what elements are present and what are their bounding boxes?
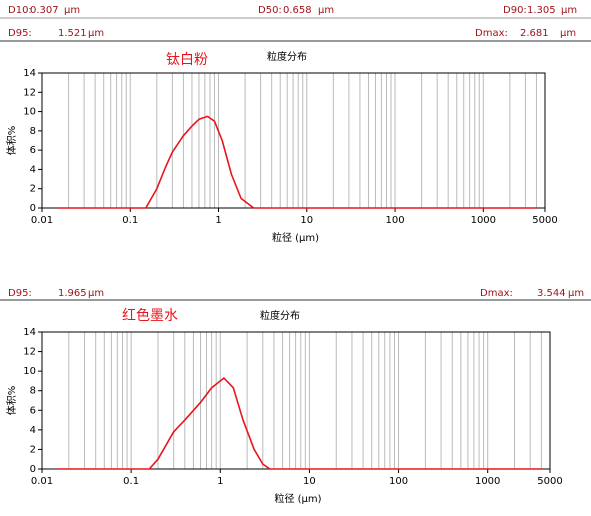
x-tick-label: 100 <box>385 215 404 226</box>
stat-value: 1.965 <box>58 288 87 299</box>
x-tick-label: 1000 <box>475 476 500 487</box>
series-line <box>57 377 542 470</box>
y-tick-label: 2 <box>30 444 36 455</box>
annotation: 钛白粉 <box>166 52 208 68</box>
chart-title: 粒度分布 <box>260 309 300 322</box>
x-tick-label: 1 <box>217 476 223 487</box>
y-axis-label: 体积% <box>6 126 18 156</box>
stat-value: 2.681 <box>520 28 549 39</box>
x-tick-label: 100 <box>389 476 408 487</box>
stat-unit: µm <box>88 28 104 39</box>
stat-value: 0.307 <box>30 5 59 16</box>
chart-title: 粒度分布 <box>267 50 307 63</box>
stat-value: 3.544 <box>537 288 566 299</box>
x-tick-label: 0.01 <box>31 215 53 226</box>
x-axis-label: 粒径 (µm) <box>274 492 321 505</box>
y-tick-label: 6 <box>30 145 36 156</box>
annotation: 红色墨水 <box>122 307 178 324</box>
stat-value: 0.658 <box>283 5 312 16</box>
stat-label: D95: <box>8 288 32 299</box>
y-tick-label: 4 <box>30 164 36 175</box>
y-tick-label: 14 <box>23 327 36 338</box>
series-line <box>57 115 537 209</box>
stat-label: D10: <box>8 5 32 16</box>
y-tick-label: 8 <box>30 386 36 397</box>
x-tick-label: 0.01 <box>31 476 53 487</box>
y-tick-label: 10 <box>23 107 36 118</box>
y-tick-label: 2 <box>30 184 36 195</box>
y-tick-label: 0 <box>30 464 36 475</box>
y-tick-label: 4 <box>30 425 36 436</box>
stat-unit: µm <box>318 5 334 16</box>
stat-value: 1.305 <box>527 5 556 16</box>
x-tick-label: 0.1 <box>123 476 139 487</box>
stat-label: Dmax: <box>475 28 508 39</box>
stat-unit: µm <box>560 28 576 39</box>
y-tick-label: 12 <box>23 347 36 358</box>
y-tick-label: 10 <box>23 366 36 377</box>
x-tick-label: 5000 <box>532 215 557 226</box>
x-tick-label: 5000 <box>537 476 562 487</box>
y-tick-label: 14 <box>23 68 36 79</box>
y-axis-label: 体积% <box>6 386 18 416</box>
stat-unit: µm <box>561 5 577 16</box>
x-tick-label: 1 <box>215 215 221 226</box>
y-tick-label: 12 <box>23 87 36 98</box>
y-tick-label: 8 <box>30 126 36 137</box>
stat-label: Dmax: <box>480 288 513 299</box>
y-tick-label: 0 <box>30 203 36 214</box>
stat-label: D95: <box>8 28 32 39</box>
stat-label: D90: <box>503 5 527 16</box>
x-tick-label: 10 <box>303 476 316 487</box>
stat-value: 1.521 <box>58 28 87 39</box>
y-tick-label: 6 <box>30 405 36 416</box>
x-axis-label: 粒径 (µm) <box>272 231 319 244</box>
stat-unit: µm <box>568 288 584 299</box>
x-tick-label: 10 <box>300 215 313 226</box>
x-tick-label: 1000 <box>471 215 496 226</box>
stat-label: D50: <box>258 5 282 16</box>
stat-unit: µm <box>64 5 80 16</box>
stat-unit: µm <box>88 288 104 299</box>
x-tick-label: 0.1 <box>122 215 138 226</box>
